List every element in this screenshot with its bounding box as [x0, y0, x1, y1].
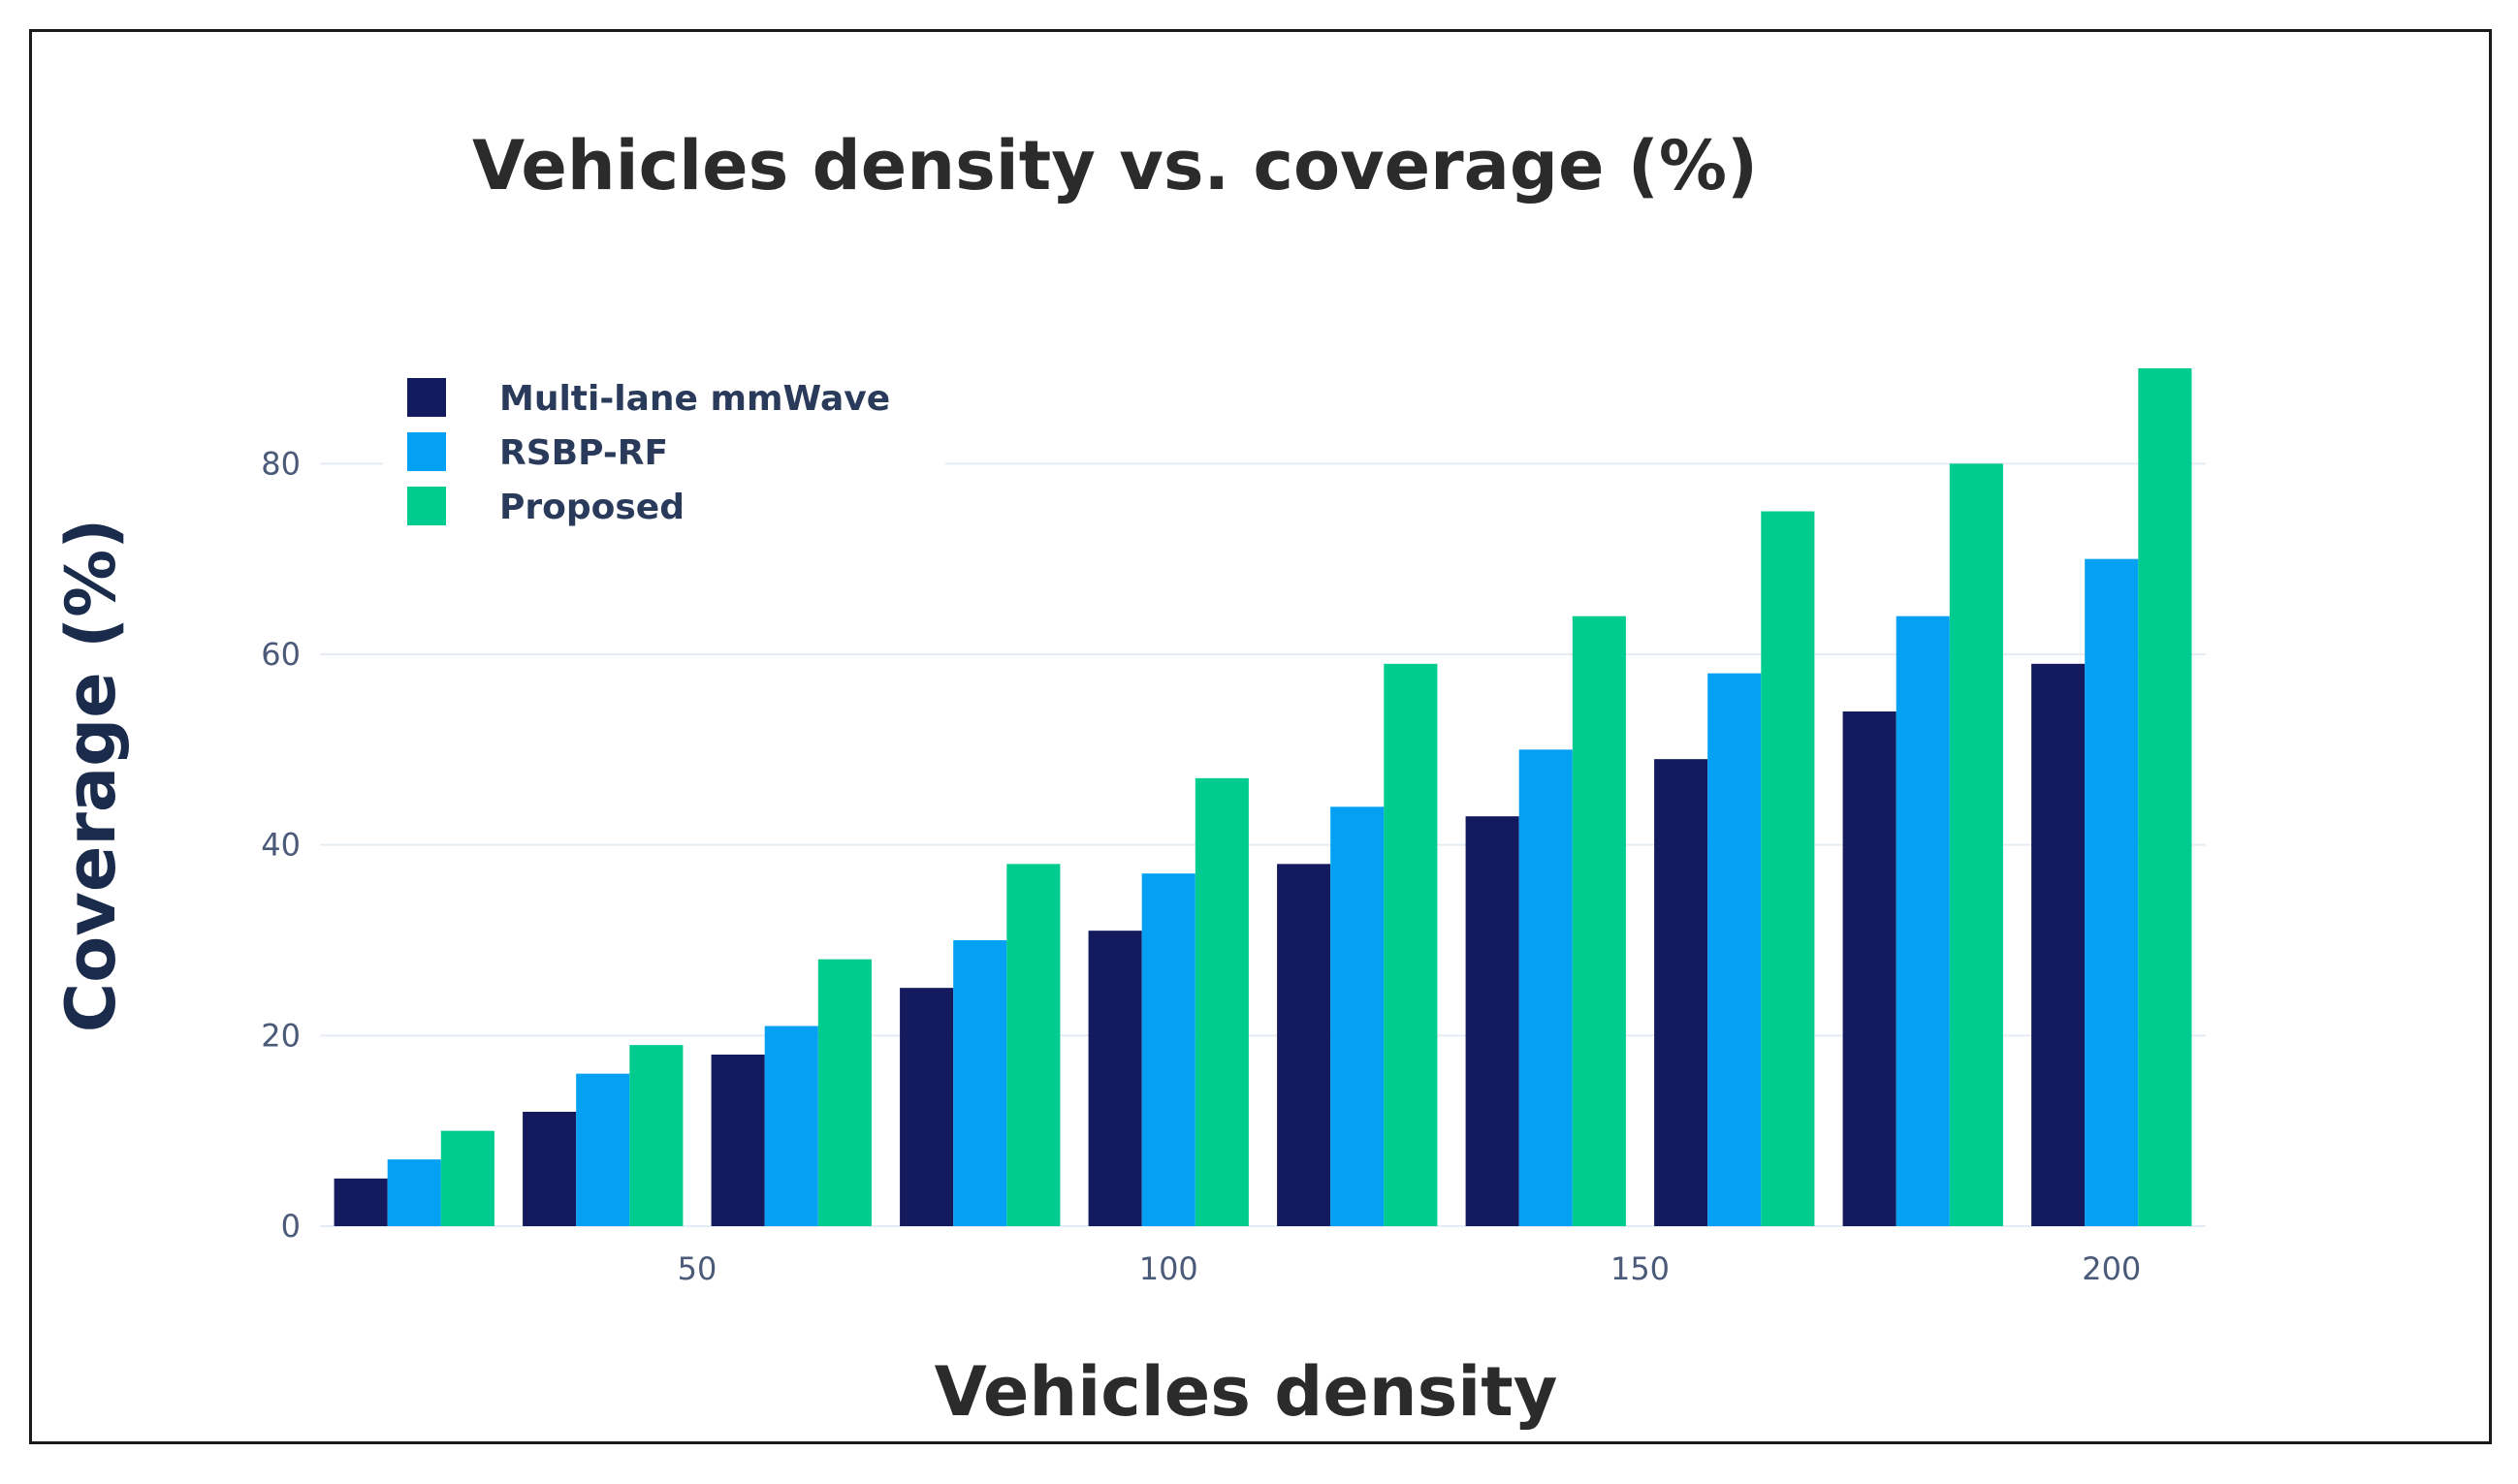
- x-tick-label: 150: [1610, 1250, 1670, 1287]
- bar-rsbp-rf-100: [1141, 873, 1195, 1226]
- figure-frame: [29, 29, 2492, 1444]
- legend-label: RSBP-RF: [499, 433, 668, 473]
- x-tick-label: 200: [2082, 1250, 2141, 1287]
- bar-proposed-180: [1949, 463, 2003, 1226]
- y-tick-label: 80: [261, 445, 301, 482]
- bars: [334, 368, 2192, 1226]
- bar-rsbp-rf-80: [953, 940, 1007, 1226]
- bar-multi-lane-mmwave-100: [1088, 931, 1142, 1226]
- bar-rsbp-rf-160: [1707, 673, 1762, 1226]
- bar-multi-lane-mmwave-180: [1842, 711, 1896, 1226]
- bar-rsbp-rf-140: [1518, 749, 1573, 1226]
- y-tick-label: 40: [261, 827, 301, 864]
- bar-proposed-140: [1572, 616, 1626, 1226]
- y-tick-label: 60: [261, 636, 301, 673]
- bar-multi-lane-mmwave-120: [1277, 864, 1331, 1226]
- chart-title: Vehicles density vs. coverage (%): [472, 126, 1758, 205]
- bar-proposed-80: [1006, 864, 1061, 1226]
- legend-swatch: [407, 487, 446, 525]
- legend-background: [383, 359, 945, 543]
- legend-label: Proposed: [499, 488, 685, 527]
- bar-rsbp-rf-200: [2085, 558, 2139, 1226]
- y-axis-ticks: 0 20 40 60 80: [261, 445, 301, 1245]
- bar-rsbp-rf-180: [1896, 616, 1950, 1226]
- bar-proposed-40: [629, 1045, 684, 1226]
- bar-rsbp-rf-60: [764, 1026, 818, 1226]
- legend-label: Multi-lane mmWave: [499, 379, 890, 419]
- x-axis-ticks: 50 100 150 200: [678, 1250, 2142, 1287]
- y-axis-label: Coverage (%): [51, 519, 131, 1032]
- bar-multi-lane-mmwave-60: [711, 1055, 765, 1226]
- x-tick-label: 100: [1139, 1250, 1198, 1287]
- legend: Multi-lane mmWave RSBP-RF Proposed: [383, 359, 945, 543]
- x-axis-label: Vehicles density: [935, 1352, 1558, 1432]
- legend-swatch: [407, 378, 446, 417]
- bar-rsbp-rf-40: [576, 1073, 630, 1226]
- bar-proposed-120: [1384, 663, 1438, 1226]
- bar-multi-lane-mmwave-80: [900, 988, 954, 1226]
- bar-multi-lane-mmwave-160: [1654, 759, 1708, 1226]
- bar-proposed-200: [2138, 368, 2192, 1226]
- bar-proposed-160: [1761, 511, 1815, 1226]
- y-tick-label: 0: [281, 1208, 301, 1245]
- bar-rsbp-rf-20: [387, 1159, 441, 1226]
- bar-rsbp-rf-120: [1330, 806, 1385, 1226]
- bar-proposed-20: [440, 1130, 494, 1226]
- legend-swatch: [407, 432, 446, 471]
- bar-proposed-100: [1195, 777, 1249, 1226]
- bar-multi-lane-mmwave-20: [334, 1178, 388, 1226]
- y-tick-label: 20: [261, 1017, 301, 1054]
- x-tick-label: 50: [678, 1250, 717, 1287]
- bar-multi-lane-mmwave-200: [2031, 663, 2086, 1226]
- bar-multi-lane-mmwave-140: [1465, 816, 1519, 1226]
- bar-multi-lane-mmwave-40: [523, 1112, 577, 1226]
- bar-proposed-60: [817, 959, 872, 1226]
